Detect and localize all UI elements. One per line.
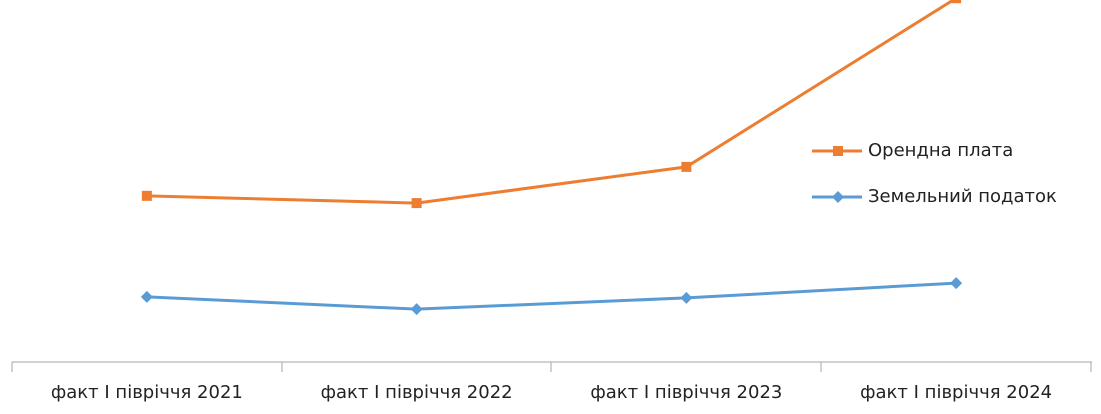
- x-axis-ticks: [11, 362, 1092, 372]
- x-tick-label: факт І півріччя 2021: [51, 382, 243, 403]
- legend-marker: [833, 146, 843, 156]
- legend-label: Земельний податок: [868, 186, 1057, 207]
- line-series: [146, 0, 957, 205]
- marker: [951, 0, 962, 4]
- marker: [411, 198, 422, 209]
- marker: [141, 190, 152, 201]
- marker: [140, 290, 153, 303]
- x-tick-label: факт І півріччя 2022: [321, 382, 513, 403]
- marker: [681, 161, 692, 172]
- line-series: [146, 281, 957, 311]
- x-tick-label: факт І півріччя 2023: [590, 382, 782, 403]
- marker: [950, 277, 963, 290]
- legend-marker: [832, 191, 844, 203]
- x-tick-label: факт І півріччя 2024: [860, 382, 1052, 403]
- marker: [680, 291, 693, 304]
- legend-label: Орендна плата: [868, 140, 1013, 161]
- marker: [410, 303, 423, 316]
